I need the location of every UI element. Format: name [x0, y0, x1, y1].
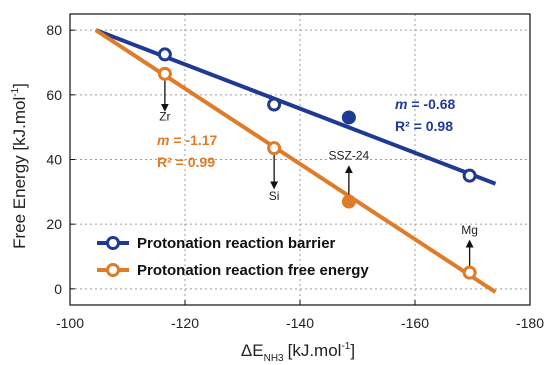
annotations: Zr Si SSZ-24 Mg	[159, 78, 478, 268]
barrier-r2-label: R² = 0.98	[395, 118, 453, 134]
x-tick-label: -140	[286, 315, 314, 331]
legend-free-energy-marker	[106, 263, 120, 277]
x-tick-label: -100	[56, 315, 84, 331]
barrier-point	[267, 97, 282, 112]
legend: Protonation reaction barrier Protonation…	[97, 235, 369, 279]
annotation-label: Si	[269, 189, 280, 203]
y-tick-label: 80	[46, 22, 62, 38]
free-energy-point	[462, 265, 477, 280]
free-energy-point	[157, 66, 172, 81]
x-tick-label: -160	[401, 315, 429, 331]
y-tick-label: 20	[46, 216, 62, 232]
barrier-point	[462, 168, 477, 183]
barrier-slope-label: m = -0.68	[395, 96, 456, 112]
free-energy-slope-label: m = -1.17	[157, 132, 218, 148]
y-tick-label: 0	[54, 281, 62, 297]
barrier-point	[157, 47, 172, 62]
annotation-label: Mg	[461, 223, 478, 237]
free-energy-r2-label: R² = 0.99	[157, 154, 215, 170]
y-tick-label: 60	[46, 87, 62, 103]
y-tick-label: 40	[46, 152, 62, 168]
free-energy-point	[341, 194, 356, 209]
free-energy-point	[267, 141, 282, 156]
data-points	[157, 47, 477, 280]
barrier-point	[341, 110, 356, 125]
ticks: -100 -120 -140 -160 -180 0 20 40 60 80	[46, 22, 544, 331]
grid	[70, 14, 530, 305]
y-axis-title: Free Energy [kJ.mol-1]	[10, 83, 29, 249]
legend-free-energy-label: Protonation reaction free energy	[137, 262, 369, 279]
x-axis-title: ΔENH3 [kJ.mol-1]	[241, 341, 355, 364]
legend-barrier-label: Protonation reaction barrier	[137, 235, 336, 252]
annotation-label: Zr	[159, 110, 170, 124]
legend-barrier-marker	[106, 236, 120, 250]
fit-lines	[94, 28, 497, 294]
x-tick-label: -120	[171, 315, 199, 331]
annotation-label: SSZ-24	[329, 149, 370, 163]
x-tick-label: -180	[516, 315, 544, 331]
